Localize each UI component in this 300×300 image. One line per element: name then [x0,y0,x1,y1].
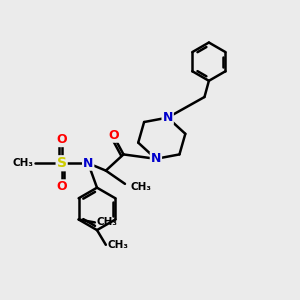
Text: CH₃: CH₃ [13,158,34,168]
Text: N: N [163,111,173,124]
Text: N: N [151,152,161,165]
Text: O: O [108,129,119,142]
Text: CH₃: CH₃ [96,218,117,227]
Text: S: S [57,156,67,170]
Text: N: N [83,157,93,170]
Text: CH₃: CH₃ [107,240,128,250]
Text: O: O [56,180,67,193]
Text: O: O [56,133,67,146]
Text: CH₃: CH₃ [131,182,152,192]
